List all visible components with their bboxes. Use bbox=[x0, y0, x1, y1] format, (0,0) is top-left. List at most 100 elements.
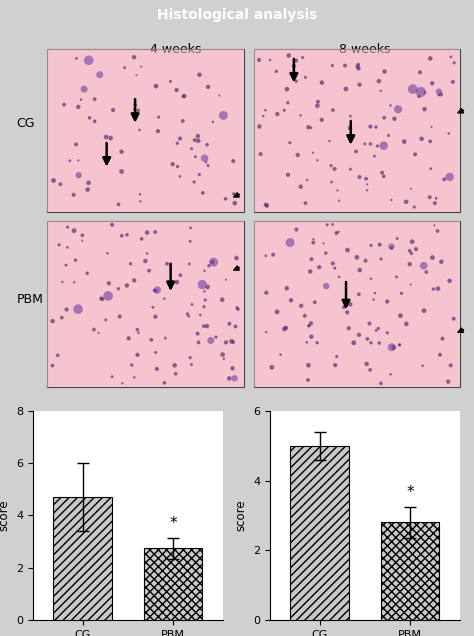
Point bbox=[118, 146, 125, 156]
Point bbox=[310, 148, 317, 158]
Point bbox=[350, 338, 357, 348]
Point bbox=[102, 315, 109, 325]
Point bbox=[362, 256, 369, 266]
Point bbox=[329, 258, 337, 268]
Point bbox=[328, 60, 336, 71]
Point bbox=[374, 141, 381, 151]
Point bbox=[333, 351, 340, 361]
Point bbox=[298, 301, 305, 311]
Point bbox=[152, 347, 159, 357]
Point bbox=[303, 337, 310, 347]
Point bbox=[409, 84, 417, 94]
Point bbox=[328, 177, 335, 187]
Point bbox=[426, 192, 434, 202]
Point bbox=[180, 92, 187, 102]
Point bbox=[411, 149, 419, 160]
Point bbox=[155, 112, 163, 122]
Point bbox=[201, 295, 209, 305]
Point bbox=[154, 285, 161, 295]
Point bbox=[60, 100, 68, 110]
Point bbox=[128, 360, 136, 370]
Point bbox=[147, 335, 155, 345]
Point bbox=[434, 226, 441, 236]
Point bbox=[281, 324, 288, 334]
Point bbox=[346, 299, 354, 309]
Point bbox=[388, 243, 395, 253]
Point bbox=[299, 53, 306, 63]
Point bbox=[283, 84, 291, 94]
Point bbox=[435, 90, 443, 100]
Point bbox=[152, 286, 159, 296]
Point bbox=[329, 219, 337, 230]
Point bbox=[322, 248, 329, 258]
Point bbox=[84, 184, 91, 195]
Point bbox=[428, 78, 436, 88]
Point bbox=[377, 254, 385, 264]
Point bbox=[70, 277, 78, 287]
Point bbox=[185, 259, 193, 269]
Point bbox=[428, 252, 436, 263]
Point bbox=[63, 305, 70, 315]
Bar bbox=[254, 221, 460, 387]
Point bbox=[131, 100, 139, 110]
Point bbox=[381, 66, 388, 76]
Point bbox=[371, 151, 378, 162]
Point bbox=[269, 249, 277, 259]
Point bbox=[187, 223, 194, 233]
Point bbox=[346, 123, 354, 134]
Point bbox=[153, 364, 161, 374]
Point bbox=[136, 189, 144, 199]
Point bbox=[445, 377, 452, 387]
Point bbox=[342, 84, 350, 94]
Point bbox=[259, 111, 267, 121]
Point bbox=[314, 155, 321, 165]
Point bbox=[216, 90, 223, 100]
Text: *: * bbox=[406, 485, 414, 501]
Point bbox=[97, 293, 105, 303]
Point bbox=[277, 350, 284, 360]
Point bbox=[428, 122, 435, 132]
Point bbox=[383, 328, 391, 338]
Point bbox=[419, 361, 427, 371]
Point bbox=[137, 197, 144, 207]
Point bbox=[130, 275, 138, 286]
Point bbox=[195, 169, 203, 179]
Point bbox=[273, 66, 280, 76]
Point bbox=[169, 159, 176, 169]
Point bbox=[232, 321, 239, 331]
Point bbox=[380, 171, 388, 181]
Point bbox=[286, 237, 294, 247]
Point bbox=[301, 198, 309, 208]
Point bbox=[207, 335, 215, 345]
Point bbox=[380, 141, 388, 151]
Bar bbox=[47, 221, 244, 387]
Point bbox=[282, 323, 290, 333]
Bar bbox=[291, 446, 349, 620]
Point bbox=[55, 240, 63, 250]
Point bbox=[64, 242, 71, 252]
Point bbox=[85, 55, 92, 66]
Point bbox=[352, 146, 360, 156]
Point bbox=[257, 149, 264, 159]
Point bbox=[356, 265, 364, 275]
Point bbox=[305, 321, 312, 331]
Point bbox=[138, 234, 146, 244]
Point bbox=[203, 140, 211, 150]
Point bbox=[151, 227, 159, 237]
Point bbox=[335, 272, 343, 282]
Point bbox=[173, 138, 181, 148]
Point bbox=[446, 172, 454, 182]
Point bbox=[104, 248, 111, 258]
Point bbox=[362, 174, 370, 184]
Bar bbox=[47, 49, 244, 212]
Point bbox=[306, 266, 314, 277]
Point bbox=[354, 62, 361, 72]
Point bbox=[434, 284, 442, 294]
Point bbox=[143, 228, 151, 238]
Point bbox=[393, 272, 401, 282]
Point bbox=[402, 197, 410, 207]
Point bbox=[188, 144, 195, 154]
Point bbox=[188, 300, 196, 310]
Point bbox=[204, 282, 211, 292]
Point bbox=[450, 58, 458, 68]
